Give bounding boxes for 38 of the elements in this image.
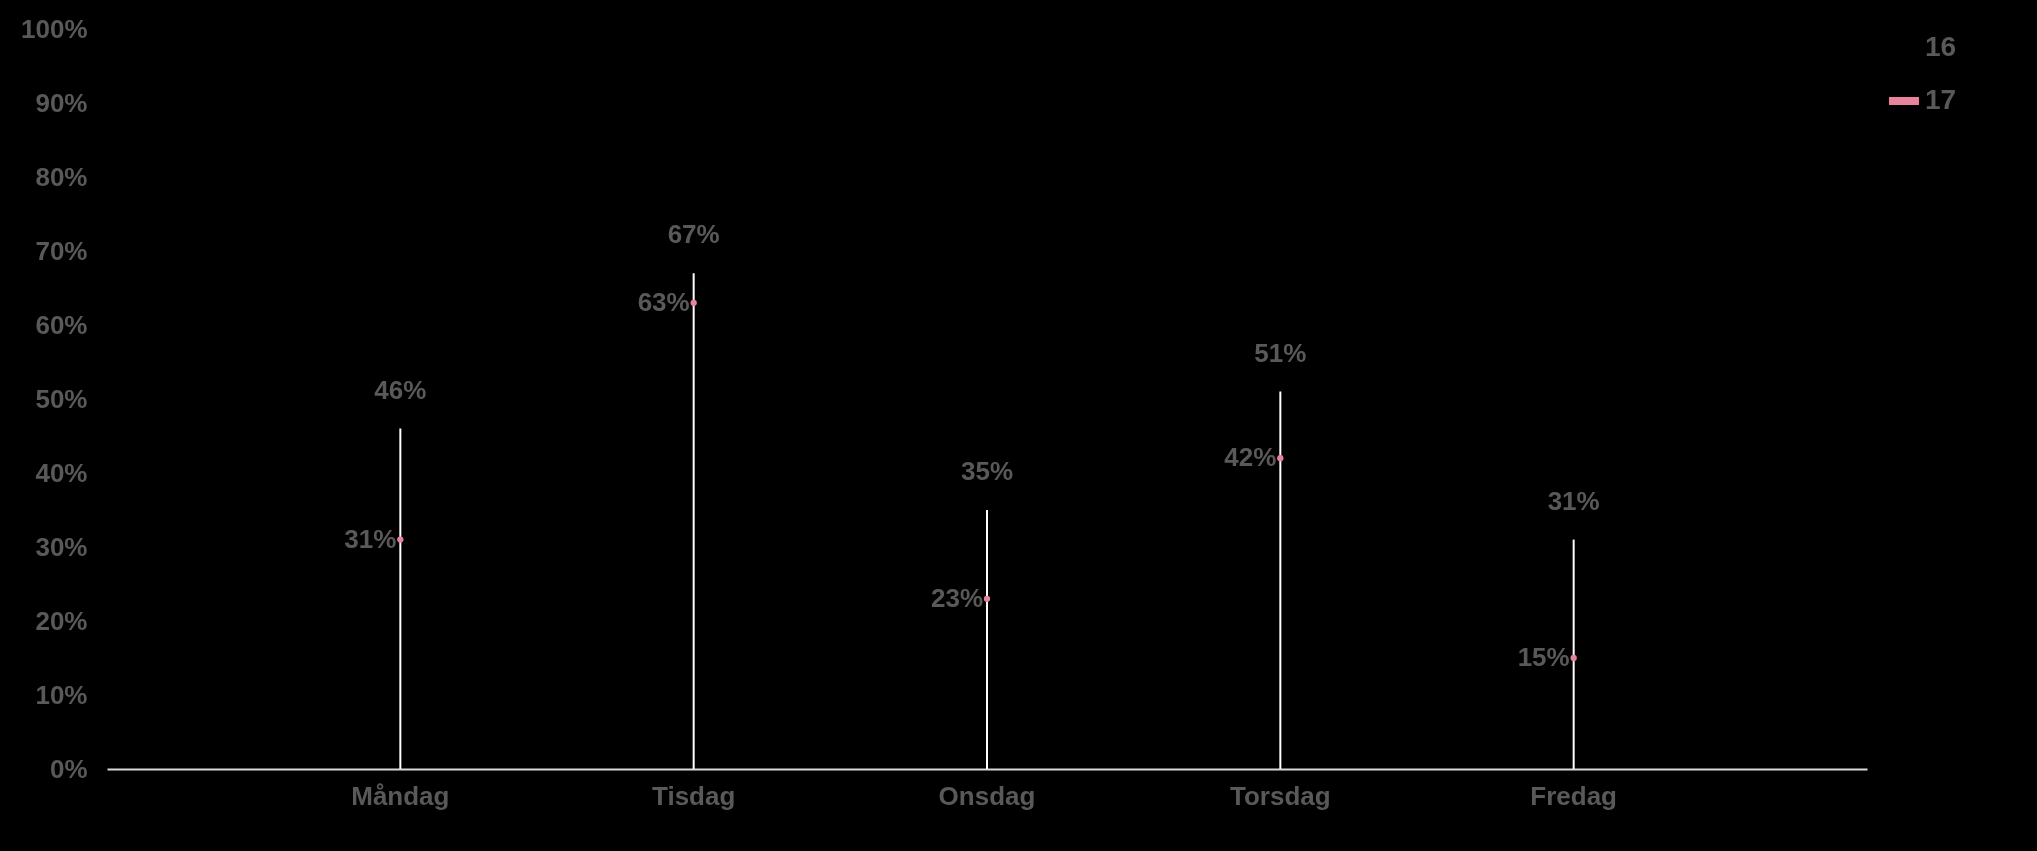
x-tick-label: Onsdag <box>938 780 1036 811</box>
data-label: 51% <box>1254 337 1307 368</box>
bar <box>399 428 402 769</box>
bar <box>986 510 988 769</box>
x-tick-label: Fredag <box>1530 780 1618 811</box>
bar <box>1572 539 1575 769</box>
point <box>397 536 404 543</box>
y-tick-label: 30% <box>35 531 88 562</box>
y-tick-label: 70% <box>35 235 88 266</box>
x-tick-label: Måndag <box>351 780 450 811</box>
point <box>1570 654 1577 662</box>
legend-label: 17 <box>1925 84 1957 115</box>
y-tick-label: 80% <box>35 161 88 192</box>
y-tick-label: 100% <box>21 13 88 44</box>
data-label: 23% <box>930 582 984 613</box>
y-tick-label: 50% <box>35 383 88 414</box>
point <box>983 595 991 602</box>
data-label: 31% <box>344 523 397 554</box>
data-label: 67% <box>667 219 720 250</box>
data-label: 31% <box>1547 485 1600 516</box>
y-tick-label: 60% <box>35 309 88 340</box>
y-tick-label: 90% <box>35 87 88 118</box>
y-tick-label: 10% <box>35 679 88 710</box>
text: 16 <box>1925 31 1957 62</box>
data-label: 46% <box>374 374 427 405</box>
y-tick-label: 40% <box>35 457 88 488</box>
point <box>690 299 697 306</box>
y-tick-label: 20% <box>35 605 88 636</box>
data-label: 42% <box>1224 442 1277 473</box>
bar <box>692 273 695 769</box>
point <box>1277 455 1284 462</box>
data-label: 63% <box>637 286 690 317</box>
x-tick-label: Tisdag <box>652 780 736 811</box>
x-tick-label: Torsdag <box>1230 780 1331 811</box>
data-label: 35% <box>960 456 1014 486</box>
y-tick-label: 0% <box>49 753 88 784</box>
bar <box>1279 391 1282 769</box>
data-label: 15% <box>1517 642 1570 672</box>
